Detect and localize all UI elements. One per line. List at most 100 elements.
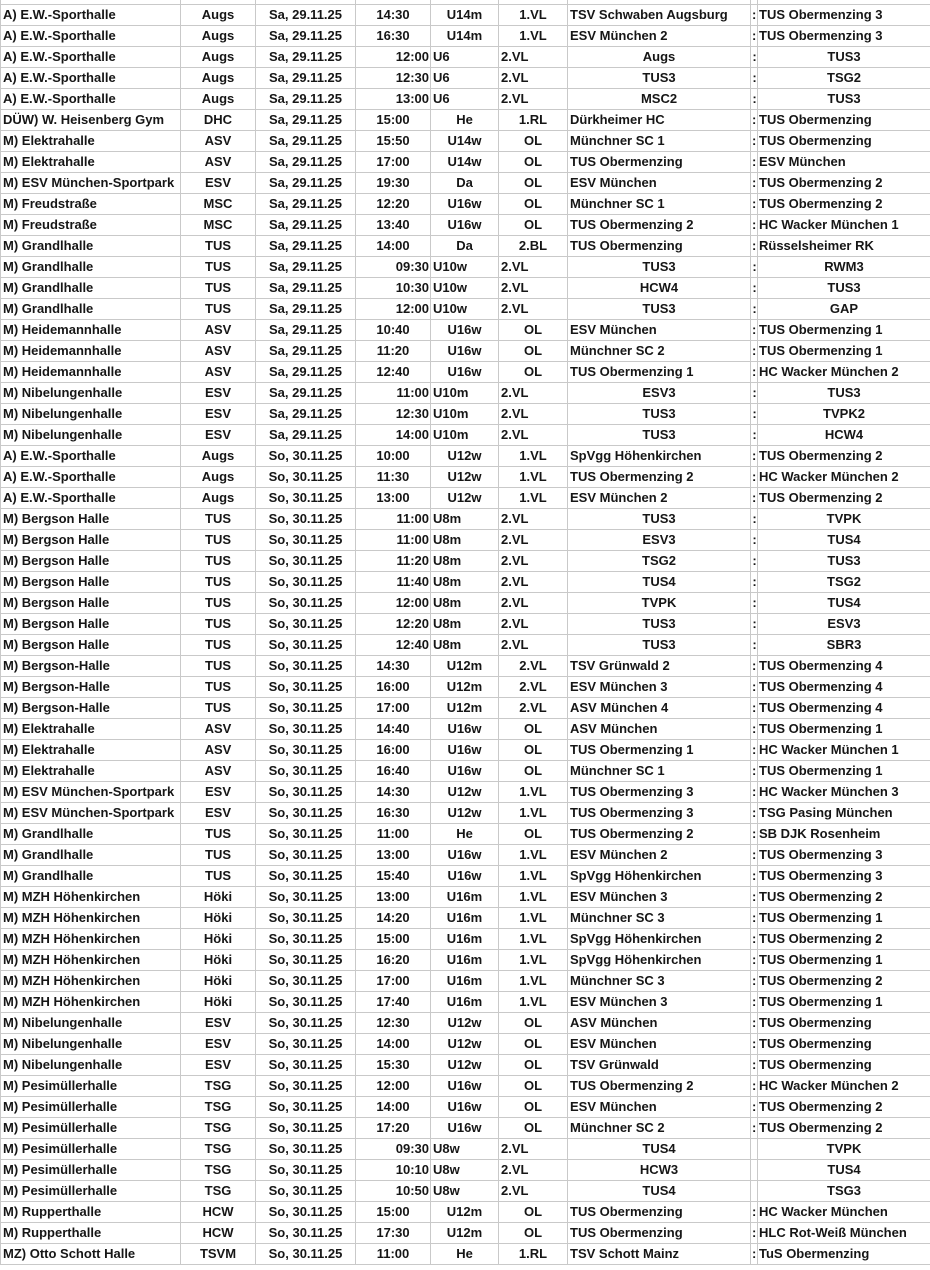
time-cell[interactable]: 12:20 [355,193,431,215]
separator-cell[interactable]: : [750,592,758,614]
age-group-cell[interactable]: U12w [430,487,499,509]
home-team-cell[interactable]: ESV München 2 [567,844,751,866]
time-cell[interactable]: 09:30 [355,1138,431,1160]
venue-cell[interactable]: M) Nibelungenhalle [0,382,181,404]
venue-cell[interactable]: M) MZH Höhenkirchen [0,886,181,908]
age-group-cell[interactable]: U16w [430,844,499,866]
age-group-cell[interactable]: U6 [430,88,499,110]
home-team-cell[interactable]: TUS4 [567,1138,751,1160]
time-cell[interactable]: 13:00 [355,487,431,509]
away-team-cell[interactable]: TUS Obermenzing 3 [757,4,930,26]
home-team-cell[interactable]: TUS3 [567,256,751,278]
time-cell[interactable]: 13:00 [355,886,431,908]
club-cell[interactable]: ASV [180,340,256,362]
age-group-cell[interactable]: U16w [430,1075,499,1097]
date-cell[interactable]: So, 30.11.25 [255,865,356,887]
home-team-cell[interactable]: TUS3 [567,508,751,530]
separator-cell[interactable]: : [750,382,758,404]
club-cell[interactable]: Augs [180,445,256,467]
time-cell[interactable]: 10:50 [355,1180,431,1202]
away-team-cell[interactable]: TUS3 [757,46,930,68]
venue-cell[interactable]: M) Rupperthalle [0,1222,181,1244]
away-team-cell[interactable]: TUS Obermenzing 2 [757,445,930,467]
separator-cell[interactable]: : [750,340,758,362]
away-team-cell[interactable]: TVPK [757,1138,930,1160]
club-cell[interactable]: HCW [180,1201,256,1223]
home-team-cell[interactable]: TUS Obermenzing 3 [567,802,751,824]
date-cell[interactable]: So, 30.11.25 [255,655,356,677]
separator-cell[interactable]: : [750,508,758,530]
league-cell[interactable]: 2.VL [498,1138,568,1160]
club-cell[interactable]: TUS [180,697,256,719]
venue-cell[interactable]: A) E.W.-Sporthalle [0,46,181,68]
away-team-cell[interactable]: HC Wacker München [757,1201,930,1223]
club-cell[interactable]: Höki [180,907,256,929]
league-cell[interactable]: 2.VL [498,529,568,551]
separator-cell[interactable]: : [750,319,758,341]
home-team-cell[interactable]: ESV München [567,319,751,341]
age-group-cell[interactable]: He [430,1243,499,1265]
away-team-cell[interactable]: HC Wacker München 3 [757,781,930,803]
league-cell[interactable]: 1.RL [498,109,568,131]
venue-cell[interactable]: M) MZH Höhenkirchen [0,991,181,1013]
away-team-cell[interactable]: TVPK [757,508,930,530]
time-cell[interactable]: 10:40 [355,319,431,341]
league-cell[interactable]: 2.BL [498,235,568,257]
league-cell[interactable]: 1.VL [498,4,568,26]
venue-cell[interactable]: M) Grandlhalle [0,235,181,257]
away-team-cell[interactable]: TUS3 [757,277,930,299]
league-cell[interactable]: 1.VL [498,865,568,887]
time-cell[interactable]: 11:30 [355,466,431,488]
away-team-cell[interactable]: TuS Obermenzing [757,1243,930,1265]
home-team-cell[interactable]: TUS Obermenzing [567,235,751,257]
separator-cell[interactable]: : [750,4,758,26]
venue-cell[interactable]: M) Bergson Halle [0,592,181,614]
separator-cell[interactable]: : [750,46,758,68]
away-team-cell[interactable]: HC Wacker München 2 [757,361,930,383]
date-cell[interactable]: So, 30.11.25 [255,1075,356,1097]
home-team-cell[interactable]: ESV München 3 [567,991,751,1013]
age-group-cell[interactable]: U16m [430,907,499,929]
date-cell[interactable]: So, 30.11.25 [255,466,356,488]
away-team-cell[interactable]: HLC Rot-Weiß München [757,1222,930,1244]
league-cell[interactable]: 1.VL [498,949,568,971]
league-cell[interactable]: 1.VL [498,487,568,509]
league-cell[interactable]: OL [498,1096,568,1118]
separator-cell[interactable]: : [750,445,758,467]
date-cell[interactable]: So, 30.11.25 [255,760,356,782]
time-cell[interactable]: 16:20 [355,949,431,971]
league-cell[interactable]: OL [498,1054,568,1076]
time-cell[interactable]: 13:00 [355,88,431,110]
age-group-cell[interactable]: U12w [430,802,499,824]
age-group-cell[interactable]: U16w [430,760,499,782]
age-group-cell[interactable]: U14w [430,151,499,173]
home-team-cell[interactable]: ASV München 4 [567,697,751,719]
age-group-cell[interactable]: U14w [430,130,499,152]
date-cell[interactable]: Sa, 29.11.25 [255,172,356,194]
separator-cell[interactable]: : [750,214,758,236]
separator-cell[interactable]: : [750,466,758,488]
separator-cell[interactable]: : [750,718,758,740]
club-cell[interactable]: Augs [180,487,256,509]
home-team-cell[interactable]: SpVgg Höhenkirchen [567,928,751,950]
time-cell[interactable]: 12:00 [355,1075,431,1097]
venue-cell[interactable]: A) E.W.-Sporthalle [0,88,181,110]
home-team-cell[interactable]: TUS Obermenzing 2 [567,214,751,236]
club-cell[interactable]: TUS [180,529,256,551]
time-cell[interactable]: 11:00 [355,382,431,404]
age-group-cell[interactable]: U12w [430,1033,499,1055]
venue-cell[interactable]: M) MZH Höhenkirchen [0,970,181,992]
home-team-cell[interactable]: TUS3 [567,613,751,635]
league-cell[interactable]: 1.VL [498,802,568,824]
club-cell[interactable]: ESV [180,1054,256,1076]
separator-cell[interactable]: : [750,697,758,719]
time-cell[interactable]: 11:20 [355,340,431,362]
date-cell[interactable]: So, 30.11.25 [255,1054,356,1076]
club-cell[interactable]: ESV [180,403,256,425]
league-cell[interactable]: 2.VL [498,424,568,446]
time-cell[interactable]: 15:30 [355,1054,431,1076]
venue-cell[interactable]: M) Pesimüllerhalle [0,1138,181,1160]
separator-cell[interactable]: : [750,277,758,299]
age-group-cell[interactable]: U14m [430,4,499,26]
club-cell[interactable]: Augs [180,466,256,488]
